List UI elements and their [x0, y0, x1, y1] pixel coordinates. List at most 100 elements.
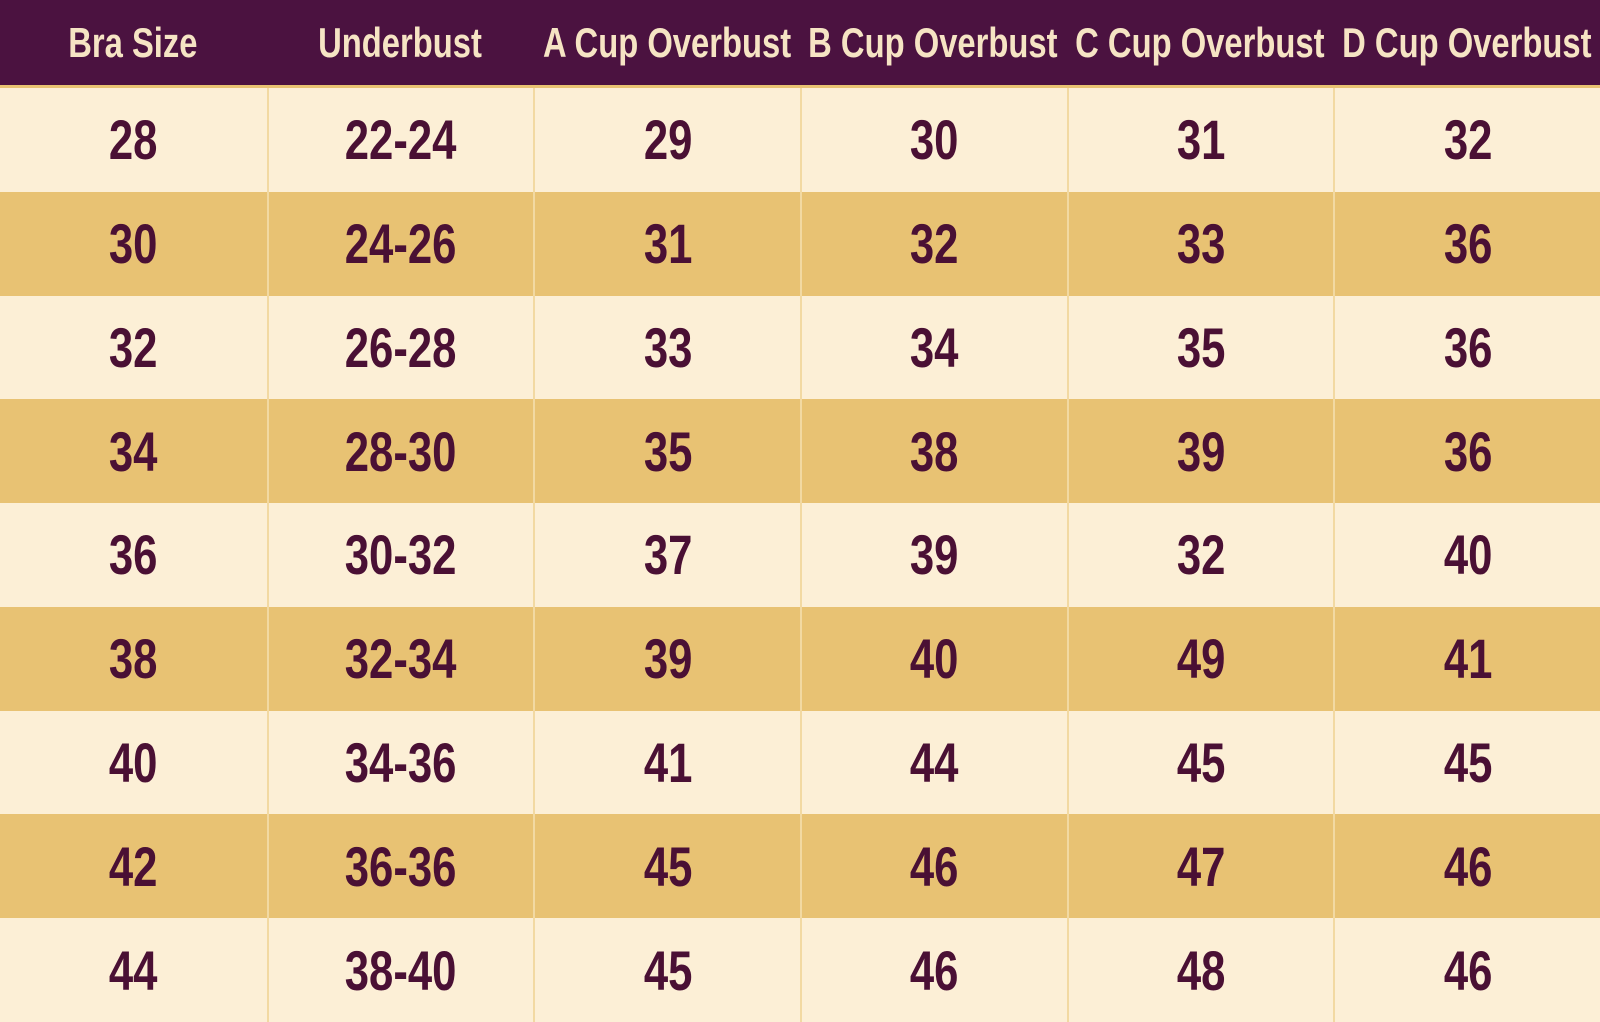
table-cell-cell: 46	[1333, 918, 1600, 1022]
table-cell-cell: 32-34	[266, 606, 534, 711]
table-cell-cell: 37	[533, 503, 800, 607]
table-cell: 33	[1176, 212, 1226, 276]
table-cell-cell: 44	[799, 710, 1067, 815]
table-cell-cell: 22-24	[266, 88, 534, 192]
table-cell-cell: 32	[799, 191, 1067, 296]
table-cell: 47	[1176, 834, 1226, 898]
table-cell-cell: 45	[1066, 710, 1334, 815]
column-header: Bra Size	[68, 18, 198, 66]
table-cell: 32-34	[345, 627, 457, 691]
table-cell: 35	[643, 419, 692, 483]
table-cell-cell: 39	[1066, 399, 1334, 504]
table-cell: 44	[910, 731, 959, 795]
table-cell-cell: 30	[0, 191, 267, 296]
table-cell: 36	[1443, 212, 1492, 276]
table-cell: 32	[1176, 523, 1226, 587]
column-header-cell: D Cup Overbust	[1333, 0, 1600, 88]
table-cell-cell: 46	[1333, 814, 1600, 919]
table-cell: 42	[109, 834, 158, 898]
table-cell-cell: 36	[1333, 191, 1600, 296]
table-cell-cell: 32	[1066, 503, 1334, 607]
table-cell-cell: 26-28	[266, 295, 534, 400]
column-header: C Cup Overbust	[1075, 18, 1325, 66]
table-cell-cell: 34-36	[266, 710, 534, 815]
table-cell-cell: 34	[0, 399, 267, 504]
column-header-cell: Bra Size	[0, 0, 267, 88]
table-cell-cell: 35	[1066, 295, 1334, 400]
table-cell-cell: 32	[0, 295, 267, 400]
table-cell-cell: 40	[0, 710, 267, 815]
table-cell: 39	[643, 627, 692, 691]
table-cell: 36	[1443, 419, 1492, 483]
table-cell: 36-36	[345, 834, 457, 898]
table-cell-cell: 39	[799, 503, 1067, 607]
table-cell-cell: 34	[799, 295, 1067, 400]
table-cell-cell: 32	[1333, 88, 1600, 192]
column-header: A Cup Overbust	[542, 18, 791, 66]
table-cell: 32	[910, 212, 959, 276]
table-cell: 28-30	[345, 419, 457, 483]
table-cell: 30	[109, 212, 158, 276]
column-header: B Cup Overbust	[808, 18, 1059, 66]
table-cell-cell: 31	[533, 191, 800, 296]
table-cell: 34	[910, 315, 959, 379]
table-cell: 33	[643, 315, 692, 379]
table-cell: 46	[1443, 938, 1492, 1002]
table-cell-cell: 38	[0, 606, 267, 711]
table-cell: 39	[910, 523, 959, 587]
table-cell: 34-36	[345, 731, 457, 795]
table-cell: 39	[1176, 419, 1226, 483]
table-cell-cell: 28	[0, 88, 267, 192]
column-header-cell: B Cup Overbust	[799, 0, 1067, 88]
table-cell-cell: 36	[1333, 399, 1600, 504]
column-header-cell: C Cup Overbust	[1066, 0, 1334, 88]
table-cell: 31	[643, 212, 692, 276]
table-cell: 38-40	[345, 938, 457, 1002]
table-cell-cell: 41	[1333, 606, 1600, 711]
table-cell: 45	[643, 834, 692, 898]
table-cell: 48	[1176, 938, 1226, 1002]
table-cell-cell: 47	[1066, 814, 1334, 919]
table-cell: 32	[1443, 108, 1492, 172]
table-cell-cell: 45	[533, 814, 800, 919]
table-cell: 29	[643, 108, 692, 172]
table-cell-cell: 45	[1333, 710, 1600, 815]
table-cell: 45	[1176, 731, 1226, 795]
table-cell: 34	[109, 419, 158, 483]
table-cell-cell: 33	[1066, 191, 1334, 296]
table-cell: 46	[910, 834, 959, 898]
table-cell-cell: 35	[533, 399, 800, 504]
table-cell: 37	[643, 523, 692, 587]
table-cell: 38	[910, 419, 959, 483]
table-cell-cell: 42	[0, 814, 267, 919]
table-cell-cell: 31	[1066, 88, 1334, 192]
table-cell: 40	[109, 731, 158, 795]
table-cell: 35	[1176, 315, 1226, 379]
table-cell-cell: 30-32	[266, 503, 534, 607]
column-header-cell: Underbust	[266, 0, 534, 88]
column-header: D Cup Overbust	[1341, 18, 1592, 66]
table-cell: 31	[1176, 108, 1226, 172]
table-cell-cell: 48	[1066, 918, 1334, 1022]
table-cell: 44	[109, 938, 158, 1002]
table-cell-cell: 39	[533, 606, 800, 711]
table-cell: 32	[109, 315, 158, 379]
table-cell-cell: 38-40	[266, 918, 534, 1022]
table-cell-cell: 36	[0, 503, 267, 607]
table-cell-cell: 24-26	[266, 191, 534, 296]
column-header: Underbust	[318, 18, 482, 66]
table-cell: 41	[1443, 627, 1492, 691]
table-cell: 24-26	[345, 212, 457, 276]
table-cell-cell: 40	[1333, 503, 1600, 607]
table-cell-cell: 29	[533, 88, 800, 192]
table-cell-cell: 36-36	[266, 814, 534, 919]
table-cell: 45	[1443, 731, 1492, 795]
table-cell: 36	[1443, 315, 1492, 379]
table-cell-cell: 46	[799, 918, 1067, 1022]
table-cell: 30	[910, 108, 959, 172]
table-cell: 41	[643, 731, 692, 795]
table-cell: 49	[1176, 627, 1226, 691]
table-cell-cell: 41	[533, 710, 800, 815]
table-cell-cell: 33	[533, 295, 800, 400]
